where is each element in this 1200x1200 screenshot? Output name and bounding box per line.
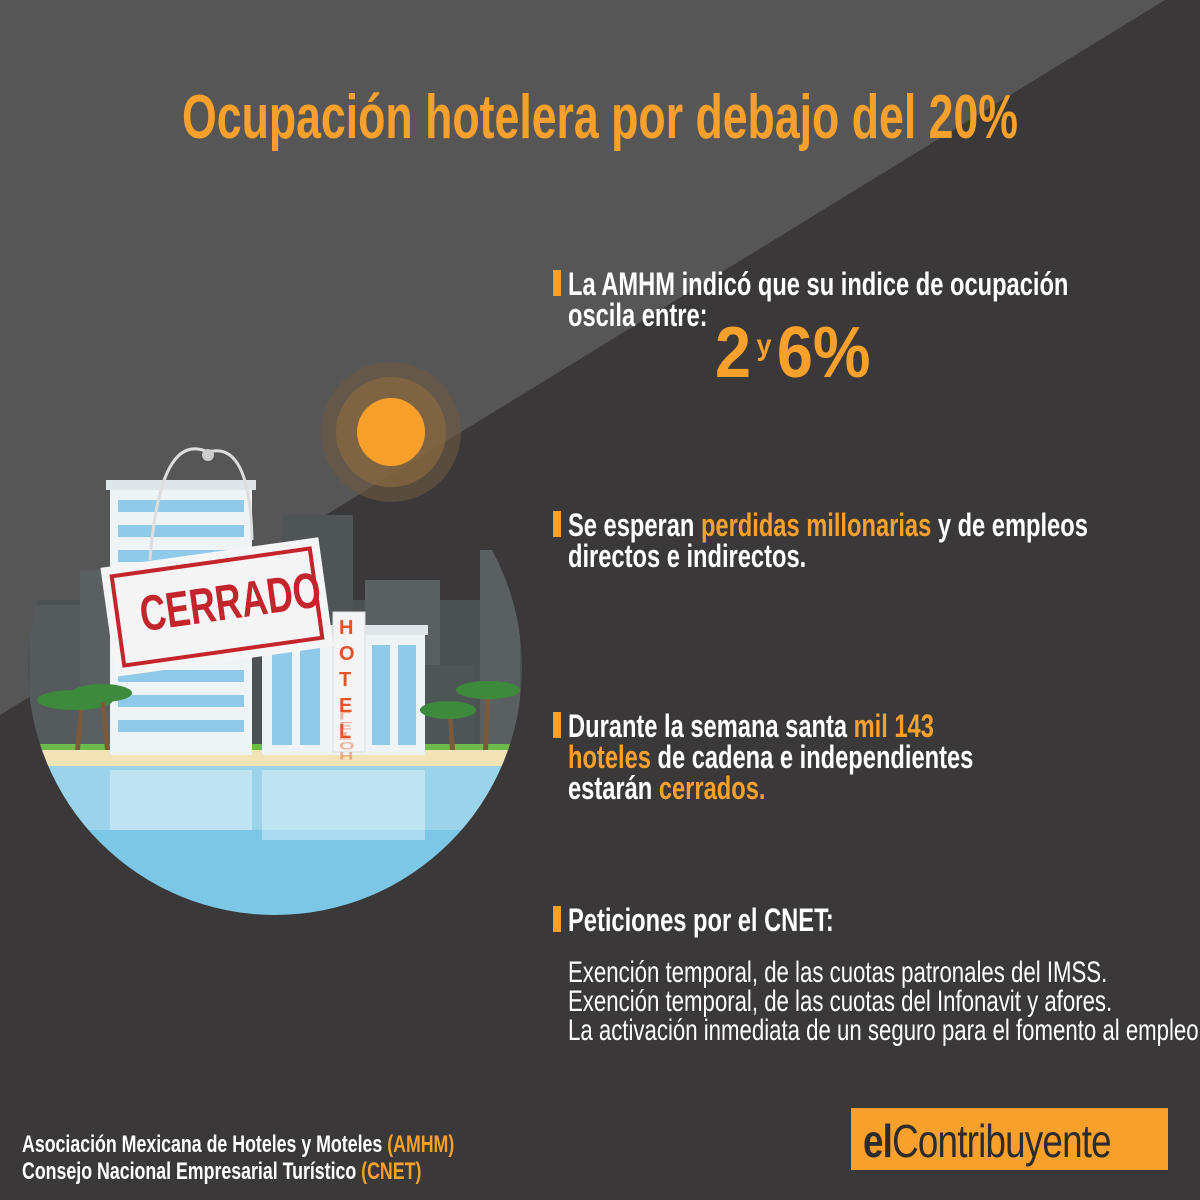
bullet-bar <box>553 270 561 296</box>
highlight: mil 143 <box>853 708 934 744</box>
hotel-reflection: HOTEL <box>339 709 355 762</box>
logo: elContribuyente <box>851 1108 1168 1170</box>
point-line: hoteles de cadena e independientes <box>568 739 973 776</box>
point-line: Durante la semana santa mil 143 <box>568 708 934 745</box>
source-line: Consejo Nacional Empresarial Turístico (… <box>22 1158 421 1186</box>
range: 2 y6% <box>715 312 871 394</box>
point-line: oscila entre: <box>568 297 708 334</box>
text-span: Consejo Nacional Empresarial Turístico <box>22 1158 362 1185</box>
text-span: Durante la semana santa <box>568 708 854 744</box>
bullet-bar <box>553 511 561 537</box>
text-span: directos e indirectos. <box>568 538 807 574</box>
range-word: y <box>756 329 772 362</box>
highlight: cerrados. <box>658 770 766 806</box>
text-span: La AMHM indicó que su indice de ocupació… <box>568 266 1069 302</box>
text-span: y de empleos <box>931 507 1088 543</box>
bullet-bar <box>553 712 561 738</box>
petition-item: La activación inmediata de un seguro par… <box>568 1014 1200 1047</box>
text-span: Se esperan <box>568 507 701 543</box>
text-span: Peticiones por el CNET: <box>568 902 834 938</box>
text-span: estarán <box>568 770 659 806</box>
highlight: hoteles <box>568 739 651 775</box>
highlight: (AMHM) <box>387 1131 455 1158</box>
hotel-sign: HOTEL <box>339 617 355 743</box>
logo-name: Contribuyente <box>892 1115 1112 1167</box>
point-line: estarán cerrados. <box>568 770 765 807</box>
logo-prefix: el <box>863 1115 893 1167</box>
petition-item: Exención temporal, de las cuotas del Inf… <box>568 985 1113 1018</box>
point-line: La AMHM indicó que su indice de ocupació… <box>568 266 1068 303</box>
highlight: (CNET) <box>361 1158 422 1185</box>
text-span: Asociación Mexicana de Hoteles y Moteles <box>22 1131 388 1158</box>
range-high: 6% <box>776 313 871 393</box>
source-line: Asociación Mexicana de Hoteles y Moteles… <box>22 1131 454 1159</box>
bullet-bar <box>553 906 561 932</box>
petition-item: Exención temporal, de las cuotas patrona… <box>568 956 1108 989</box>
point-line: Se esperan perdidas millonarias y de emp… <box>568 507 1088 544</box>
text-span: oscila entre: <box>568 297 708 333</box>
highlight: perdidas millonarias <box>700 507 932 543</box>
point-line: directos e indirectos. <box>568 538 806 575</box>
title: Ocupación hotelera por debajo del 20% <box>182 83 1018 152</box>
point-line: Peticiones por el CNET: <box>568 902 834 939</box>
text-span: de cadena e independientes <box>650 739 974 775</box>
range-low: 2 <box>715 313 752 393</box>
